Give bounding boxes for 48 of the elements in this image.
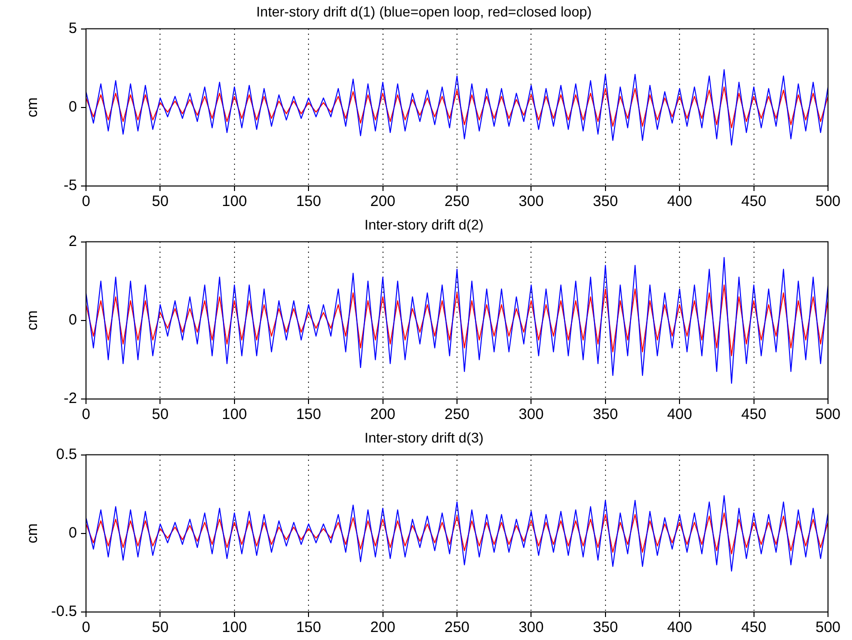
x-tick-label: 500 <box>815 619 841 636</box>
x-tick-label: 100 <box>222 406 247 424</box>
y-axis-title: cm <box>24 97 42 118</box>
chart-title: Inter-story drift d(3) <box>364 429 484 446</box>
x-tick-label: 250 <box>444 193 470 210</box>
x-tick-label: 50 <box>152 193 169 210</box>
chart-title: Inter-story drift d(1) (blue=open loop, red=closed loop) <box>256 3 592 20</box>
y-tick-label: -5 <box>64 177 77 194</box>
x-tick-label: 200 <box>370 193 396 210</box>
y-tick-label: 5 <box>68 20 77 37</box>
x-tick-label: 50 <box>152 619 169 636</box>
x-tick-label: 0 <box>82 193 90 210</box>
x-tick-label: 300 <box>518 193 544 210</box>
x-tick-label: 400 <box>667 406 692 424</box>
x-tick-label: 450 <box>741 406 766 424</box>
x-tick-label: 100 <box>222 619 247 636</box>
x-tick-label: 250 <box>444 619 470 636</box>
y-tick-label: 0.5 <box>56 446 77 463</box>
x-tick-label: 450 <box>741 193 766 210</box>
x-tick-label: 200 <box>370 406 396 424</box>
x-tick-label: 350 <box>592 193 618 210</box>
x-tick-label: 350 <box>592 619 618 636</box>
y-tick-label: 0 <box>68 98 77 116</box>
y-axis-title: cm <box>24 310 42 330</box>
x-tick-label: 350 <box>592 406 618 424</box>
x-tick-label: 400 <box>667 619 692 636</box>
y-tick-label: 2 <box>68 232 77 250</box>
x-tick-label: 100 <box>222 193 247 210</box>
x-tick-label: 500 <box>815 406 841 424</box>
x-tick-label: 300 <box>518 619 544 636</box>
y-tick-label: -0.5 <box>51 603 77 620</box>
y-tick-label: 0 <box>68 524 77 542</box>
chart-title: Inter-story drift d(2) <box>364 216 484 232</box>
x-tick-label: 0 <box>82 406 90 424</box>
x-tick-label: 400 <box>667 193 692 210</box>
x-tick-label: 150 <box>296 406 322 424</box>
x-tick-label: 200 <box>370 619 396 636</box>
x-tick-label: 50 <box>152 406 169 424</box>
y-tick-label: 0 <box>68 312 77 329</box>
x-tick-label: 300 <box>518 406 544 424</box>
x-tick-label: 250 <box>444 406 470 424</box>
x-tick-label: 150 <box>296 619 322 636</box>
x-tick-label: 450 <box>741 619 766 636</box>
x-tick-label: 0 <box>82 619 90 636</box>
y-tick-label: -2 <box>64 390 77 408</box>
x-tick-label: 500 <box>815 193 841 210</box>
y-axis-title: cm <box>24 523 42 544</box>
x-tick-label: 150 <box>296 193 322 210</box>
